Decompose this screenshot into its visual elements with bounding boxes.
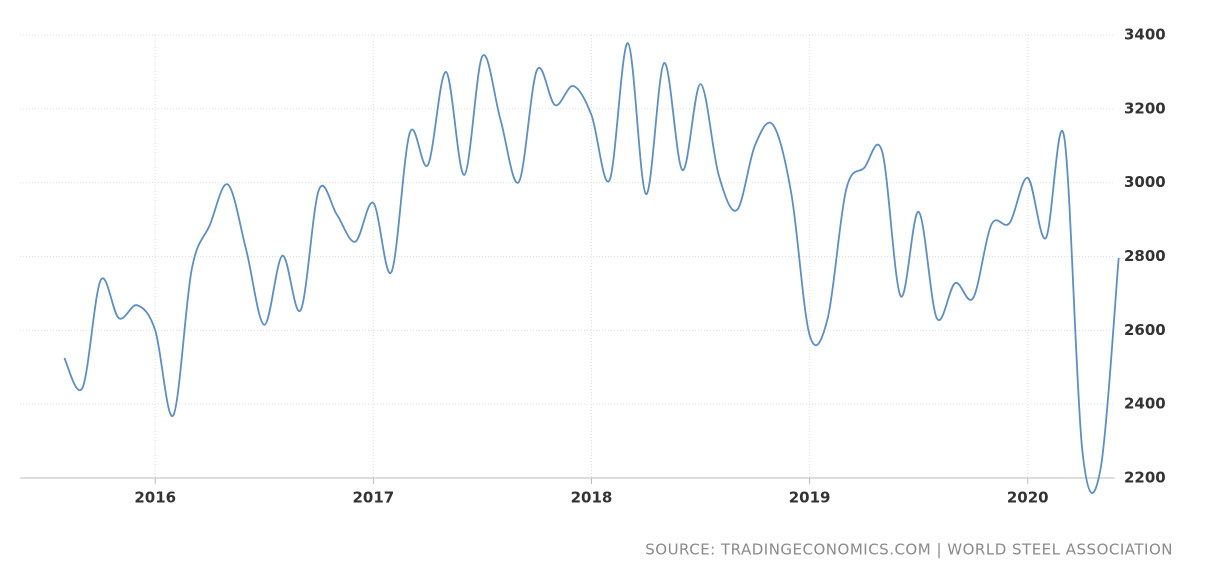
- x-tick-label: 2016: [134, 489, 176, 507]
- x-tick-label: 2020: [1007, 489, 1049, 507]
- source-note: SOURCE: TRADINGECONOMICS.COM | WORLD STE…: [645, 541, 1173, 559]
- y-tick-label: 2200: [1124, 469, 1166, 487]
- y-tick-label: 2600: [1124, 321, 1166, 339]
- y-tick-label: 2800: [1124, 247, 1166, 265]
- y-tick-label: 3000: [1124, 173, 1166, 191]
- x-tick-label: 2017: [352, 489, 394, 507]
- x-tick-label: 2019: [789, 489, 831, 507]
- y-tick-label: 3400: [1124, 26, 1166, 44]
- data-line: [63, 42, 1120, 494]
- y-tick-label: 2400: [1124, 395, 1166, 413]
- x-tick-label: 2018: [571, 489, 613, 507]
- y-tick-label: 3200: [1124, 99, 1166, 117]
